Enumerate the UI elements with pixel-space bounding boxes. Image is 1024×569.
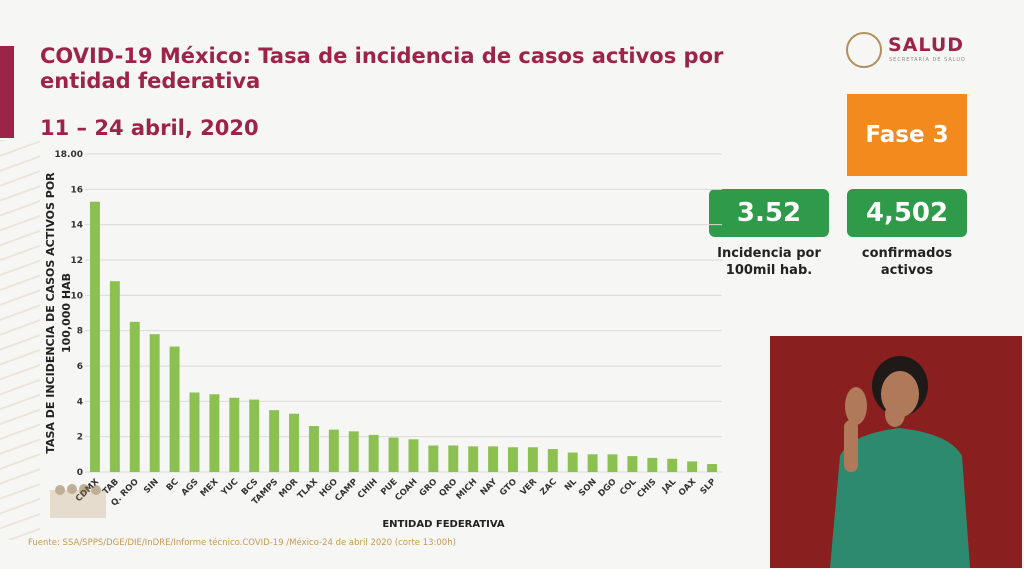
bar-camp bbox=[348, 431, 359, 472]
x-tick-label: ZAC bbox=[538, 477, 558, 497]
salud-logo: SALUD SECRETARÍA DE SALUD bbox=[846, 32, 986, 72]
y-tick-label: 0 bbox=[77, 468, 83, 478]
bar-qroo bbox=[129, 321, 140, 472]
bar-ver bbox=[527, 447, 538, 472]
logo-name: SALUD bbox=[888, 34, 965, 56]
decorative-pattern bbox=[0, 140, 40, 540]
logo-subtitle: SECRETARÍA DE SALUD bbox=[889, 57, 966, 63]
y-tick-label: 4 bbox=[77, 397, 83, 407]
y-tick-label: 12 bbox=[70, 256, 83, 266]
x-tick-label: CHIS bbox=[635, 477, 658, 500]
y-tick-label: 10 bbox=[70, 291, 83, 301]
incidence-label: Incidencia por 100mil hab. bbox=[699, 245, 839, 279]
incidence-label-line2: 100mil hab. bbox=[725, 263, 813, 278]
bar-ags bbox=[189, 392, 200, 472]
bar-dgo bbox=[607, 454, 618, 472]
bar-tamps bbox=[269, 410, 280, 472]
bar-qro bbox=[448, 445, 459, 472]
x-tick-label: VER bbox=[519, 477, 540, 498]
x-tick-label: GTO bbox=[498, 477, 519, 498]
bar-tab bbox=[109, 281, 120, 472]
y-tick-label: 6 bbox=[77, 362, 83, 372]
y-tick-label: 8 bbox=[77, 327, 83, 337]
x-tick-label: CHIH bbox=[356, 477, 380, 501]
x-tick-label: OAX bbox=[677, 477, 699, 499]
x-tick-label: DGO bbox=[597, 477, 619, 499]
y-tick-label: 18.00 bbox=[55, 150, 83, 160]
bar-hgo bbox=[328, 429, 339, 472]
bar-slp bbox=[707, 464, 718, 472]
bar-mor bbox=[289, 413, 299, 472]
bar-nl bbox=[567, 452, 578, 472]
seal-icon bbox=[846, 32, 882, 68]
x-tick-label: AGS bbox=[180, 477, 201, 498]
x-tick-label: COAH bbox=[393, 477, 419, 503]
bar-oax bbox=[687, 461, 698, 472]
active-cases-label-line2: activos bbox=[880, 263, 934, 278]
emblem-icon bbox=[48, 480, 108, 522]
x-tick-label: MEX bbox=[199, 477, 221, 499]
interpreter-icon bbox=[830, 356, 970, 568]
x-tick-label: TLAX bbox=[296, 477, 321, 502]
y-tick-label: 14 bbox=[70, 221, 83, 231]
bar-cdmx bbox=[89, 201, 100, 472]
x-tick-label: SON bbox=[577, 477, 599, 499]
bar-pue bbox=[388, 437, 399, 472]
accent-bar bbox=[0, 46, 14, 138]
bar-tlax bbox=[308, 426, 319, 472]
incidence-stat: 3.52 bbox=[709, 189, 829, 237]
bar-bcs bbox=[249, 399, 260, 472]
y-axis-label-line1: TASA DE INCIDENCIA DE CASOS ACTIVOS POR bbox=[44, 172, 57, 454]
x-axis-label: ENTIDAD FEDERATIVA bbox=[382, 519, 505, 530]
x-tick-label: JAL bbox=[660, 477, 679, 496]
bar-son bbox=[587, 454, 598, 472]
phase-badge: Fase 3 bbox=[847, 94, 967, 176]
y-tick-label: 2 bbox=[77, 433, 83, 443]
bar-yuc bbox=[229, 397, 240, 472]
bar-coah bbox=[408, 439, 419, 472]
incidence-label-line1: Incidencia por bbox=[717, 246, 821, 261]
bar-col bbox=[627, 456, 638, 472]
bar-mex bbox=[209, 394, 220, 472]
source-note: Fuente: SSA/SPPS/DGE/DIE/InDRE/Informe t… bbox=[28, 538, 456, 548]
bar-zac bbox=[547, 449, 558, 472]
y-tick-label: 16 bbox=[70, 185, 83, 195]
bar-sin bbox=[149, 334, 160, 472]
x-tick-label: SLP bbox=[699, 477, 719, 497]
bar-bc bbox=[169, 346, 180, 472]
x-tick-label: YUC bbox=[219, 477, 240, 498]
date-range: 11 – 24 abril, 2020 bbox=[40, 116, 259, 140]
page-title: COVID-19 México: Tasa de incidencia de c… bbox=[40, 44, 724, 93]
active-cases-label-line1: confirmados bbox=[861, 246, 953, 261]
x-tick-label: NL bbox=[563, 477, 579, 493]
bar-gto bbox=[508, 447, 518, 472]
x-tick-label: GRO bbox=[418, 477, 440, 499]
x-tick-label: MICH bbox=[455, 477, 480, 502]
bar-chih bbox=[368, 434, 379, 472]
x-tick-label: NAY bbox=[479, 476, 500, 497]
bar-jal bbox=[667, 458, 678, 472]
x-tick-label: SIN bbox=[142, 477, 161, 496]
sign-language-interpreter-video bbox=[770, 336, 1022, 568]
active-cases-stat: 4,502 bbox=[847, 189, 967, 237]
bar-chis bbox=[647, 457, 658, 472]
x-tick-label: CAMP bbox=[333, 477, 360, 504]
active-cases-label: confirmados activos bbox=[837, 245, 977, 279]
y-axis-label-line2: 100,000 HAB bbox=[60, 273, 73, 353]
bar-mich bbox=[468, 446, 479, 472]
bar-gro bbox=[428, 445, 439, 472]
bar-nay bbox=[488, 446, 499, 472]
x-tick-label: BC bbox=[165, 477, 181, 493]
